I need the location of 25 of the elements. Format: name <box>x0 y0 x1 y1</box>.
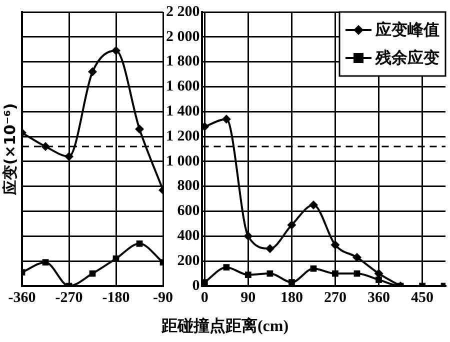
y-tick-label: 2 000 <box>166 28 200 45</box>
y-tick-label: 0 <box>192 278 200 294</box>
x-tick-label: 270 <box>324 290 346 306</box>
y-tick-label: 1 600 <box>166 78 200 95</box>
y-tick-label: 2 200 <box>166 4 200 20</box>
legend-label: 应变峰值 <box>374 20 440 40</box>
x-tick-label: 180 <box>280 290 303 306</box>
legend-label: 残余应变 <box>374 48 440 68</box>
y-tick-label: 800 <box>177 178 200 194</box>
y-tick-label: 600 <box>177 203 200 220</box>
x-axis-title: 距碰撞点距离(cm) <box>160 316 290 337</box>
y-tick-label: 1 800 <box>166 54 200 70</box>
x-tick-label: 90 <box>240 290 256 306</box>
y-tick-label: 1 400 <box>166 104 200 120</box>
x-tick-label: -90 <box>153 290 173 306</box>
x-tick-label: -360 <box>8 290 36 306</box>
y-tick-label: 1 200 <box>166 128 200 144</box>
x-tick-label: 360 <box>368 290 390 306</box>
x-tick-label: 450 <box>411 290 434 306</box>
y-tick-label: 400 <box>177 228 200 244</box>
y-axis-title: 应变(×10⁻⁶) <box>0 103 19 196</box>
x-tick-label: -270 <box>55 290 83 306</box>
x-tick-label: -180 <box>102 290 130 306</box>
y-tick-label: 200 <box>177 252 200 269</box>
y-tick-label: 1 000 <box>166 153 200 170</box>
